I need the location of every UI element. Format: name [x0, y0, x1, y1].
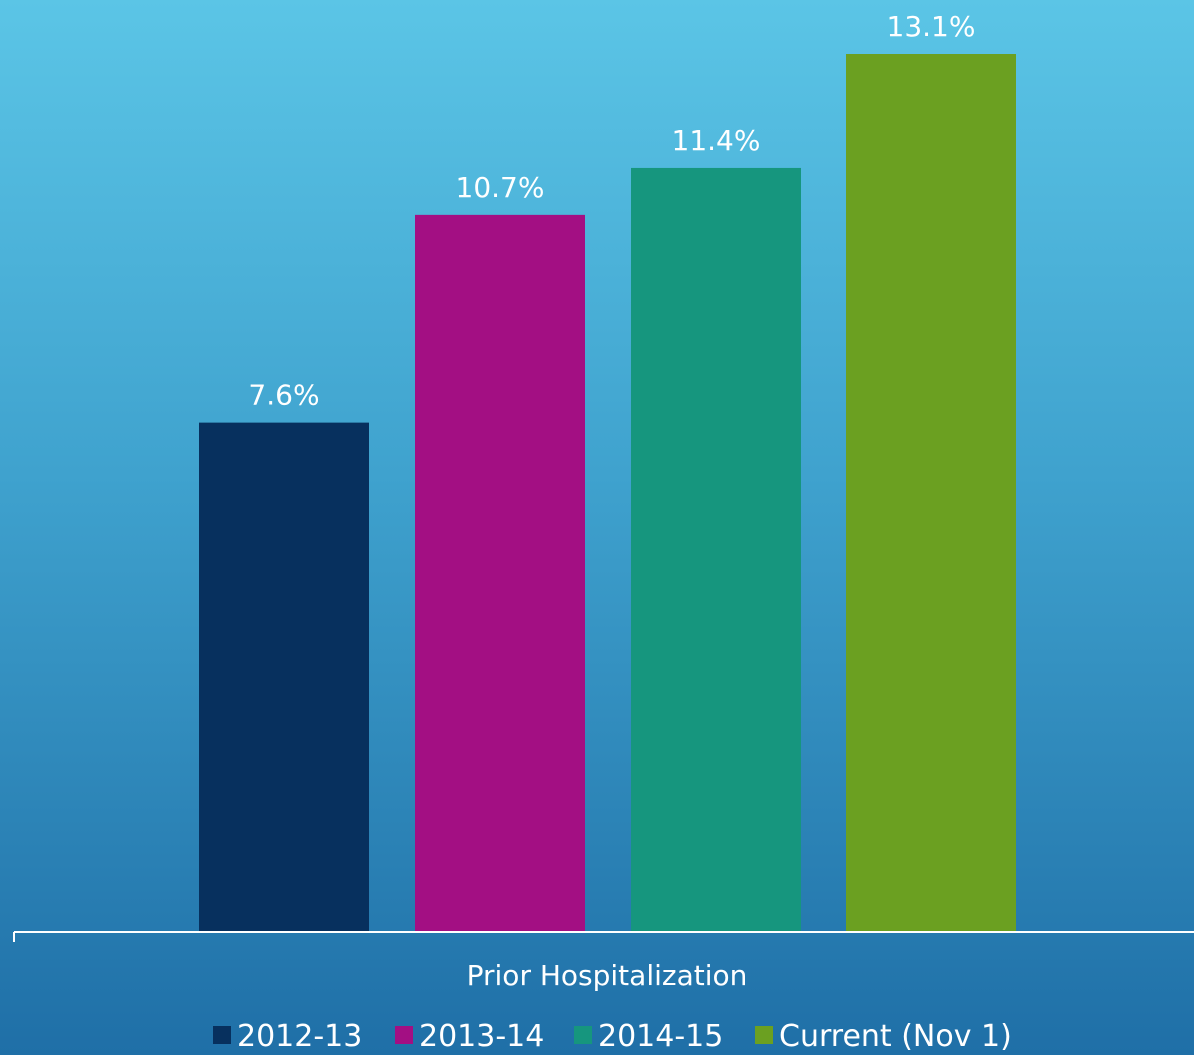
data-label-2012-13: 7.6%: [248, 379, 319, 412]
bar-2013-14: [415, 214, 585, 932]
x-axis: Prior Hospitalization: [13, 931, 1194, 992]
legend-item-current-nov-1: Current (Nov 1): [755, 1019, 1012, 1054]
legend-item-2012-13: 2012-13: [213, 1019, 362, 1054]
legend-swatch-2013-14: [395, 1026, 413, 1044]
legend-label-2012-13: 2012-13: [237, 1019, 362, 1054]
legend-swatch-current-nov-1: [755, 1026, 773, 1044]
data-labels-layer: 7.6% 10.7% 11.4% 13.1%: [248, 10, 975, 412]
legend-label-2013-14: 2013-14: [419, 1019, 544, 1054]
bar-current-nov-1: [846, 54, 1016, 932]
bars-layer: [199, 54, 1016, 932]
legend-label-current-nov-1: Current (Nov 1): [779, 1019, 1012, 1054]
bar-2014-15: [631, 167, 801, 932]
category-label: Prior Hospitalization: [467, 959, 748, 992]
legend-item-2014-15: 2014-15: [574, 1019, 723, 1054]
legend-swatch-2014-15: [574, 1026, 592, 1044]
legend: 2012-13 2013-14 2014-15 Current (Nov 1): [213, 1019, 1012, 1054]
bar-2012-13: [199, 422, 369, 932]
legend-label-2014-15: 2014-15: [598, 1019, 723, 1054]
data-label-2014-15: 11.4%: [672, 124, 761, 157]
data-label-current-nov-1: 13.1%: [887, 10, 976, 43]
data-label-2013-14: 10.7%: [456, 171, 545, 204]
legend-swatch-2012-13: [213, 1026, 231, 1044]
legend-item-2013-14: 2013-14: [395, 1019, 544, 1054]
